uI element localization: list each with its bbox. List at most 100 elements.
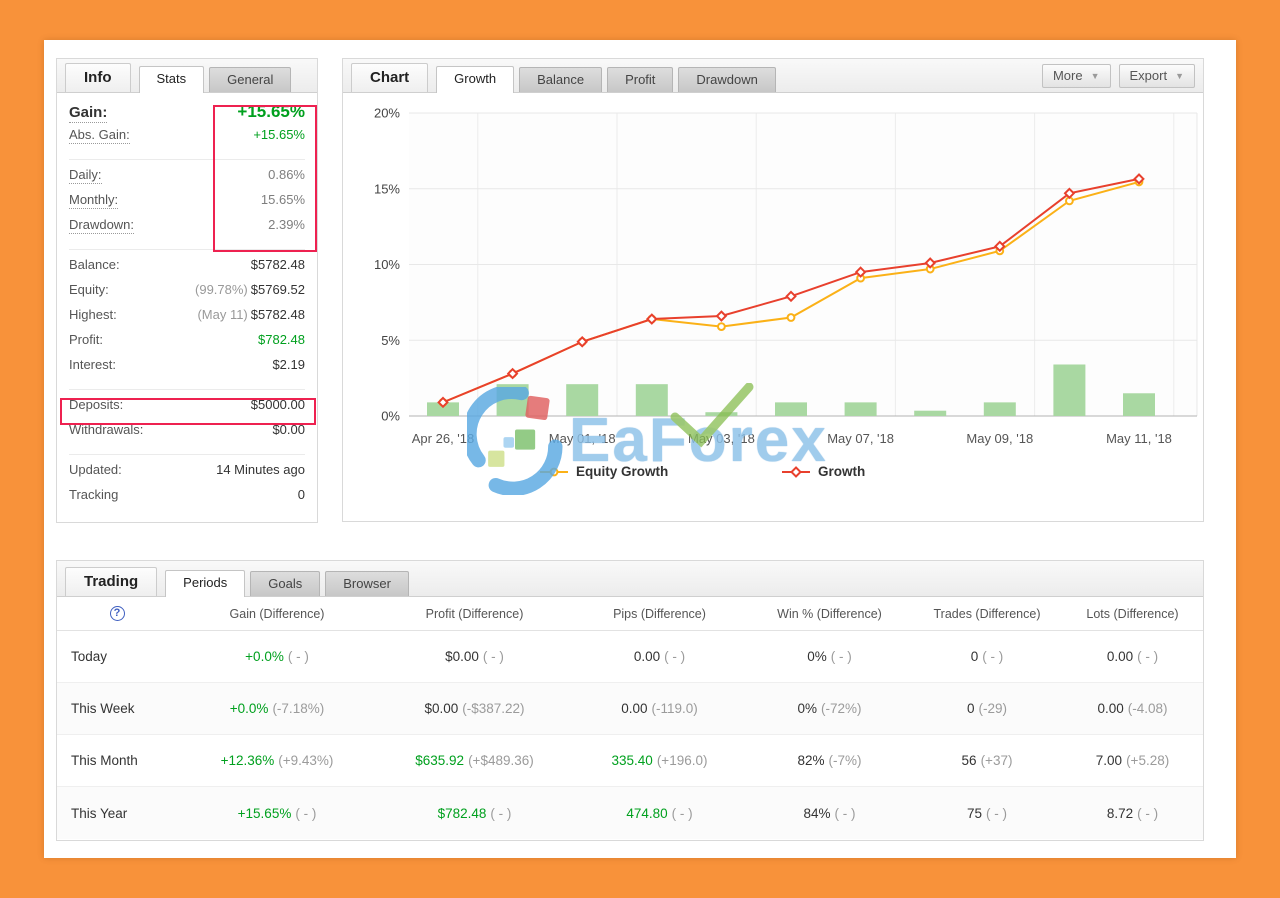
daily-bar [983, 402, 1016, 416]
info-value-main: $782.48 [258, 332, 305, 347]
cell-difference-value: (-72%) [821, 701, 862, 716]
daily-bar [635, 384, 668, 416]
growth-marker [506, 367, 519, 380]
cell-main-value: $0.00 [445, 649, 479, 664]
info-row-updated: Updated: 14 Minutes ago [69, 462, 305, 487]
y-axis-tick: 5% [381, 333, 400, 348]
export-button-label: Export [1129, 68, 1168, 83]
cell-difference-value: (-$387.22) [462, 701, 525, 716]
cell-main-value: +0.0% [245, 649, 284, 664]
period-label: This Year [71, 805, 128, 821]
value-cell: $0.00( - ) [377, 649, 572, 664]
value-cell: 8.72( - ) [1062, 806, 1203, 821]
value-cell: $782.48( - ) [377, 806, 572, 821]
cell-main-value: 8.72 [1106, 805, 1134, 821]
cell-main-value: 7.00 [1095, 753, 1123, 768]
cell-difference-value: (+37) [980, 753, 1013, 768]
y-axis-tick: 0% [381, 409, 400, 424]
value-cell: 7.00 (+5.28) [1062, 753, 1203, 768]
cell-difference-value: (+$489.36) [468, 753, 534, 768]
content-sheet: Info Stats General Gain: +15.65% Abs. Gain:… [44, 40, 1236, 858]
growth-marker [645, 313, 658, 325]
cell-main-value: $635.92 [415, 753, 465, 768]
info-row-daily: Daily: 0.86% [69, 167, 305, 192]
chart-tab-balance[interactable]: Balance [519, 67, 603, 92]
info-label: Drawdown: [69, 217, 135, 234]
divider [69, 454, 305, 455]
value-cell: 0%( - ) [747, 649, 912, 664]
info-row-highest: Highest: (May 11) $5782.48 [69, 307, 305, 332]
info-row-withdrawals: Withdrawals: $0.00 [69, 422, 305, 447]
value-cell: 0.00( - ) [1062, 649, 1203, 664]
cell-main-value: 56 [961, 753, 977, 768]
info-value: 14 Minutes ago [216, 462, 305, 477]
value-cell: 82% (-7%) [747, 753, 912, 768]
info-row-deposits: Deposits: $5000.00 [69, 397, 305, 422]
cell-difference-value: ( - ) [664, 649, 686, 664]
trading-tab-browser[interactable]: Browser [325, 571, 409, 596]
legend-circle-marker-icon [540, 467, 568, 476]
cell-difference-value: ( - ) [490, 805, 512, 821]
info-value-main: 2.39% [268, 217, 305, 232]
export-button[interactable]: Export ▼ [1118, 64, 1195, 88]
column-header-profit-difference: Profit (Difference) [425, 606, 524, 621]
trading-tab-periods[interactable]: Periods [165, 570, 246, 597]
growth-marker [576, 335, 589, 348]
info-value: (May 11) $5782.48 [197, 307, 305, 322]
growth-marker [854, 266, 867, 278]
info-value: $5782.48 [251, 257, 305, 272]
info-value-main: $5769.52 [250, 282, 305, 297]
cell-difference-value: ( - ) [671, 805, 693, 821]
value-cell: 0( - ) [912, 649, 1062, 664]
cell-main-value: +15.65% [237, 805, 292, 821]
chart-toolbar: More ▼ Export ▼ [1041, 64, 1195, 88]
trading-header-strip: Trading Periods Goals Browser [57, 561, 1203, 597]
y-axis-tick: 15% [374, 181, 400, 196]
value-cell: +0.0% (-7.18%) [177, 701, 377, 716]
chevron-down-icon: ▼ [1090, 70, 1100, 81]
column-header-gain-difference: Gain (Difference) [229, 606, 325, 621]
info-label: Abs. Gain: [69, 127, 130, 144]
chart-tab-profit[interactable]: Profit [607, 67, 674, 92]
chart-tab-growth[interactable]: Growth [436, 66, 515, 93]
info-tab-general[interactable]: General [209, 67, 292, 92]
cell-main-value: 84% [803, 805, 831, 821]
info-row-abs-gain: Abs. Gain: +15.65% [69, 127, 305, 152]
growth-marker [785, 290, 797, 303]
daily-bar [844, 402, 877, 416]
cell-main-value: 0.00 [633, 649, 661, 664]
info-panel: Info Stats General Gain: +15.65% Abs. Gain:… [56, 58, 318, 523]
table-row-today: Today +0.0%( - ) $0.00( - ) 0.00( - ) 0%( - … [57, 631, 1203, 683]
info-label: Daily: [69, 167, 102, 184]
cell-main-value: $782.48 [437, 805, 487, 821]
info-value: $2.19 [272, 357, 305, 372]
info-row-balance: Balance: $5782.48 [69, 257, 305, 282]
chart-panel: Chart Growth Balance Profit Drawdown More ▼ E… [342, 58, 1204, 522]
info-label: Highest: [69, 307, 117, 322]
more-button[interactable]: More ▼ [1041, 64, 1111, 88]
cell-difference-value: ( - ) [482, 649, 504, 664]
value-cell: 56 (+37) [912, 753, 1062, 768]
value-cell: 0 (-29) [912, 701, 1062, 716]
chart-header-strip: Chart Growth Balance Profit Drawdown More ▼ E… [343, 59, 1203, 93]
x-axis-tick: May 03, '18 [688, 431, 755, 446]
info-label: Balance: [69, 257, 120, 272]
cell-difference-value: ( - ) [1137, 805, 1159, 821]
info-label: Profit: [69, 332, 103, 347]
info-tabs: Stats General [138, 66, 297, 93]
daily-bar [914, 410, 947, 416]
info-row-monthly: Monthly: 15.65% [69, 192, 305, 217]
help-icon[interactable]: ? [109, 606, 125, 621]
info-tab-stats[interactable]: Stats [138, 66, 205, 93]
info-value: $782.48 [258, 332, 305, 347]
cell-difference-value: ( - ) [287, 649, 309, 664]
chart-tab-drawdown[interactable]: Drawdown [678, 67, 776, 92]
info-value-main: +15.65% [253, 127, 305, 142]
period-label: This Month [71, 753, 138, 768]
growth-marker [924, 257, 937, 269]
column-header-trades-difference: Trades (Difference) [933, 606, 1041, 621]
trading-tab-goals[interactable]: Goals [250, 571, 321, 596]
divider [69, 159, 305, 160]
cell-difference-value: (+9.43%) [278, 753, 334, 768]
